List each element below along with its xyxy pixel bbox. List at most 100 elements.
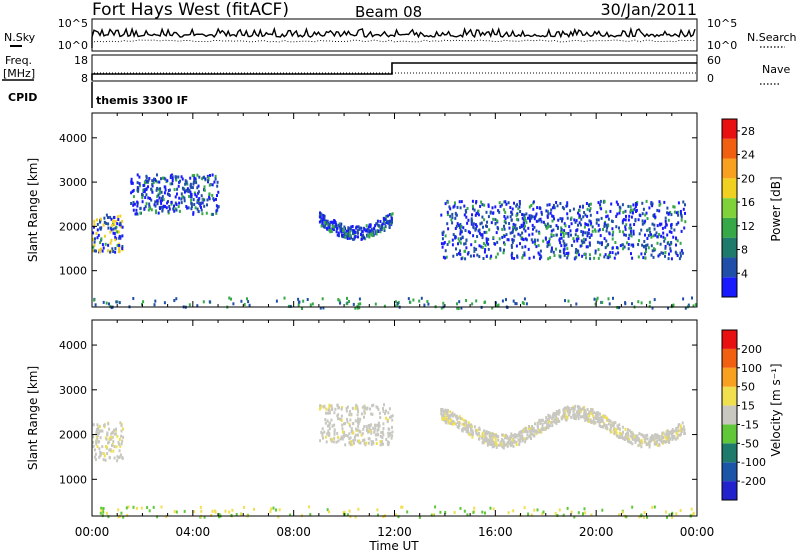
echo-cell: [338, 234, 340, 238]
echo-cell: [457, 307, 460, 310]
echo-cell: [434, 505, 437, 509]
echo-cell: [101, 507, 104, 511]
echo-cell: [558, 410, 560, 414]
echo-cell: [383, 229, 386, 232]
echo-cell: [635, 439, 638, 443]
echo-cell: [103, 216, 106, 220]
echo-cell: [585, 418, 588, 422]
echo-cell: [136, 173, 139, 177]
echo-cell: [664, 225, 667, 229]
echo-cell: [481, 203, 484, 207]
echo-cell: [175, 178, 178, 182]
echo-cell: [379, 416, 382, 419]
echo-cell: [173, 188, 176, 192]
echo-cell: [451, 221, 454, 225]
echo-cell: [320, 430, 323, 434]
echo-cell: [397, 515, 400, 519]
echo-cell: [585, 223, 588, 226]
echo-cell: [193, 179, 196, 183]
echo-cell: [278, 508, 281, 512]
echo-cell: [649, 440, 652, 443]
echo-cell: [495, 231, 498, 235]
echo-cell: [98, 447, 101, 451]
echo-cell: [659, 242, 662, 246]
echo-cell: [581, 233, 584, 237]
echo-cell: [664, 251, 667, 254]
echo-cell: [203, 204, 206, 208]
echo-cell: [467, 218, 470, 222]
echo-cell: [519, 430, 522, 434]
echo-cell: [654, 233, 657, 237]
echo-cell: [484, 511, 486, 515]
echo-cell: [666, 233, 669, 237]
echo-cell: [580, 239, 583, 243]
echo-cell: [343, 512, 346, 516]
echo-cell: [112, 227, 115, 231]
echo-cell: [537, 219, 540, 223]
echo-cell: [676, 239, 679, 243]
echo-cell: [651, 505, 654, 509]
echo-cell: [618, 205, 621, 209]
echo-cell: [99, 241, 102, 245]
echo-cell: [533, 434, 536, 438]
echo-cell: [670, 226, 673, 230]
echo-cell: [583, 211, 586, 214]
echo-cell: [622, 210, 625, 214]
echo-cell: [621, 221, 624, 225]
echo-cell: [489, 256, 492, 260]
echo-cell: [163, 301, 166, 305]
echo-cell: [677, 221, 680, 225]
cpid-mode: themis 3300 IF: [96, 94, 188, 107]
echo-cell: [628, 429, 631, 433]
echo-cell: [108, 440, 111, 444]
echo-cell: [520, 430, 523, 433]
echo-cell: [586, 408, 589, 411]
echo-cell: [109, 241, 112, 245]
echo-cell: [656, 433, 659, 437]
echo-cell: [111, 224, 114, 227]
echo-cell: [359, 302, 362, 306]
echo-cell: [588, 241, 591, 245]
echo-cell: [340, 414, 343, 418]
echo-cell: [375, 405, 378, 409]
echo-cell: [651, 434, 654, 438]
echo-cell: [505, 298, 507, 302]
echo-cell: [649, 438, 652, 442]
echo-cell: [671, 511, 674, 515]
echo-cell: [491, 441, 494, 444]
echo-cell: [627, 247, 630, 251]
echo-cell: [585, 413, 588, 416]
echo-cell: [521, 237, 524, 241]
echo-cell: [492, 440, 495, 444]
echo-cell: [113, 232, 116, 235]
echo-cell: [377, 428, 380, 431]
echo-cell: [127, 505, 130, 509]
echo-cell: [637, 255, 640, 259]
echo-cell: [651, 249, 654, 253]
echo-cell: [671, 515, 674, 519]
echo-cell: [106, 432, 109, 436]
echo-cell: [614, 252, 617, 256]
echo-cell: [96, 222, 99, 226]
echo-cell: [201, 201, 204, 205]
echo-cell: [460, 225, 463, 229]
echo-cell: [641, 222, 644, 226]
echo-cell: [519, 233, 522, 237]
echo-cell: [661, 436, 663, 440]
echo-cell: [615, 225, 618, 229]
echo-cell: [100, 226, 103, 230]
echo-cell: [507, 441, 510, 445]
echo-cell: [452, 254, 455, 258]
echo-cell: [472, 510, 475, 514]
echo-cell: [194, 193, 197, 197]
echo-cell: [209, 174, 211, 177]
echo-cell: [203, 198, 206, 202]
echo-cell: [109, 448, 112, 452]
echo-cell: [627, 237, 630, 240]
echo-cell: [105, 222, 108, 225]
echo-cell: [451, 414, 454, 418]
echo-cell: [566, 212, 569, 216]
echo-cell: [605, 215, 608, 219]
echo-cell: [617, 427, 620, 430]
echo-cell: [110, 249, 113, 253]
